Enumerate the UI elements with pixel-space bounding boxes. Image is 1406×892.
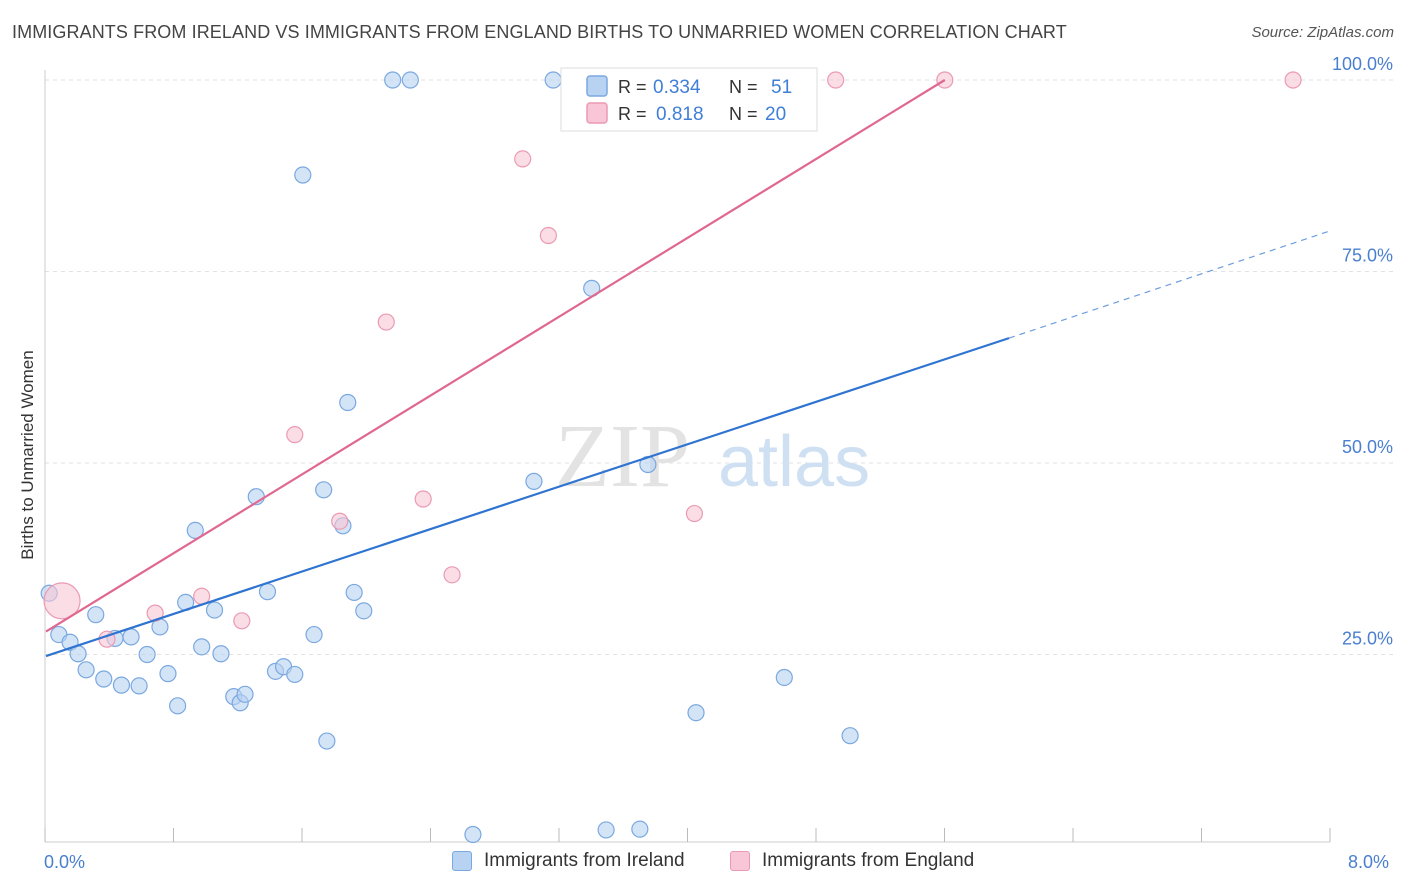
- point-ireland: [95, 670, 113, 688]
- legend-item-ireland: Immigrants from Ireland: [452, 850, 685, 872]
- legend-r-value-england: 0.818: [656, 104, 704, 125]
- legend-box: R = 0.334 N = 51 R = 0.818 N = 20: [560, 67, 818, 132]
- point-ireland: [112, 676, 131, 694]
- point-england: [539, 226, 557, 245]
- y-tick-label: 25.0%: [1342, 629, 1393, 649]
- point-ireland: [205, 601, 224, 619]
- point-ireland: [77, 661, 95, 679]
- point-ireland: [384, 71, 402, 89]
- point-ireland: [138, 645, 156, 664]
- point-england: [514, 150, 532, 168]
- point-ireland: [130, 677, 148, 695]
- legend-n-label-ireland: N =: [729, 77, 758, 97]
- y-tick-label: 50.0%: [1342, 437, 1393, 457]
- x-tick-label-min: 0.0%: [44, 852, 86, 872]
- point-ireland: [286, 665, 304, 684]
- legend-n-value-england: 20: [765, 104, 786, 125]
- point-england: [286, 426, 304, 444]
- legend-swatch-england: [586, 102, 608, 124]
- point-england: [331, 512, 349, 530]
- point-ireland: [258, 583, 277, 601]
- point-ireland: [159, 665, 177, 683]
- point-ireland: [122, 628, 140, 646]
- point-ireland: [631, 820, 649, 838]
- y-tick-label: 100.0%: [1332, 54, 1393, 74]
- x-tick-label-max: 8.0%: [1348, 852, 1390, 872]
- legend-label-england: Immigrants from England: [762, 850, 975, 871]
- trend-line-ireland: [45, 337, 1010, 658]
- point-england: [443, 566, 461, 584]
- point-ireland: [597, 821, 615, 839]
- legend-swatch-england-bottom: [730, 851, 750, 871]
- watermark-zip: ZIP: [555, 407, 690, 506]
- watermark-atlas: atlas: [718, 422, 870, 502]
- point-ireland: [464, 825, 482, 844]
- point-england: [827, 71, 845, 89]
- point-ireland: [212, 645, 230, 663]
- point-ireland: [345, 583, 363, 602]
- point-ireland: [544, 71, 562, 89]
- legend-n-value-ireland: 51: [771, 77, 792, 98]
- point-ireland: [841, 727, 859, 745]
- point-ireland: [775, 668, 793, 687]
- point-england: [685, 504, 704, 523]
- point-ireland: [355, 602, 373, 620]
- point-ireland: [339, 393, 357, 412]
- point-ireland: [315, 481, 333, 499]
- legend-r-label-england: R =: [618, 104, 647, 124]
- legend-label-ireland: Immigrants from Ireland: [484, 850, 685, 871]
- point-ireland: [87, 606, 105, 624]
- point-england: [233, 612, 251, 630]
- point-ireland: [169, 697, 187, 715]
- point-ireland: [193, 638, 211, 656]
- watermark: ZIP atlas: [555, 407, 870, 506]
- point-ireland: [318, 732, 336, 750]
- trend-line-ireland-extension: [1008, 230, 1331, 339]
- point-england: [377, 313, 395, 331]
- point-ireland: [401, 71, 419, 89]
- point-ireland: [305, 625, 323, 644]
- legend-r-label-ireland: R =: [618, 77, 647, 97]
- point-england: [43, 582, 81, 620]
- legend-swatch-ireland-bottom: [452, 851, 472, 871]
- point-ireland: [525, 472, 543, 490]
- chart-title: IMMIGRANTS FROM IRELAND VS IMMIGRANTS FR…: [12, 22, 1067, 42]
- point-ireland: [687, 704, 705, 722]
- legend-item-england: Immigrants from England: [730, 850, 974, 872]
- point-ireland: [186, 521, 204, 540]
- point-ireland: [294, 166, 312, 184]
- y-tick-label: 75.0%: [1342, 246, 1393, 266]
- source-label: Source: ZipAtlas.com: [1251, 24, 1394, 41]
- point-england: [1284, 71, 1302, 89]
- legend-r-value-ireland: 0.334: [653, 77, 701, 98]
- bottom-legend: Immigrants from Ireland Immigrants from …: [0, 850, 1406, 880]
- legend-n-label-england: N =: [729, 104, 758, 124]
- point-ireland: [236, 685, 254, 703]
- point-england: [414, 490, 432, 508]
- trend-line-england: [45, 79, 946, 633]
- legend-swatch-ireland: [586, 75, 608, 97]
